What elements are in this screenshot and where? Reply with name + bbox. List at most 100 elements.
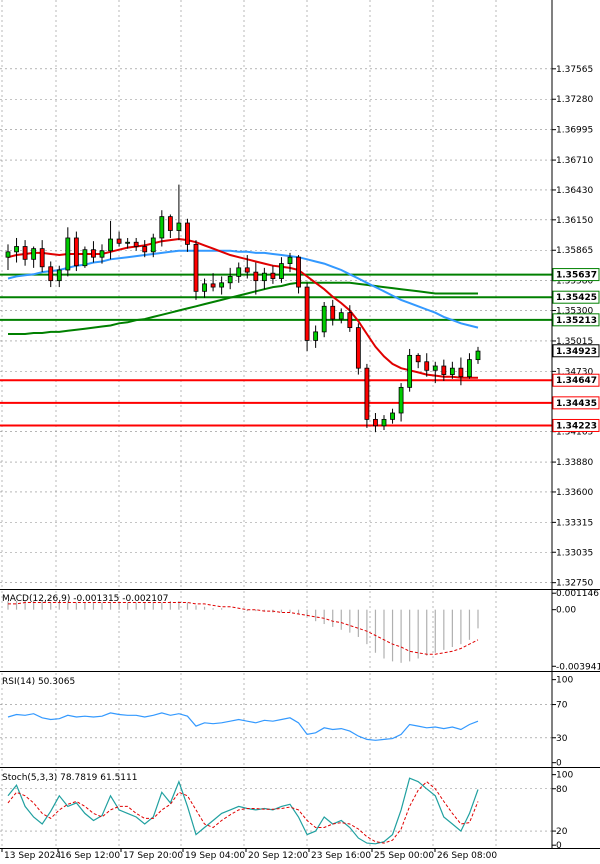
level-label: 1.34435 [556,399,597,409]
candle-body [82,249,88,267]
candle-body [202,283,207,292]
candle-body [31,248,37,260]
candle-body [91,249,96,258]
candle-body [176,222,182,231]
price-tick-label: 1.33035 [556,548,593,558]
time-label: 20 Sep 12:00 [248,851,308,861]
macd-panel [7,601,479,663]
candle-body [458,367,464,378]
stoch-tick-label: 20 [556,827,568,837]
price-tick-label: 1.33315 [556,518,593,528]
candle-body [185,222,190,245]
time-label: 19 Sep 04:00 [185,851,245,861]
candle-body [65,237,71,271]
stoch-label: Stoch(5,3,3) 78.7819 61.5111 [2,773,137,783]
rsi-tick-label: 0 [556,759,562,769]
labels: MACD(12,26,9) -0.001315 -0.002107 RSI(14… [2,594,168,783]
candle-body [398,386,404,414]
stoch-tick-label: 100 [556,771,573,781]
rsi-panel [7,712,479,741]
candle-body [441,365,447,375]
candle-body [373,418,378,427]
price-tick-label: 1.33600 [556,488,593,498]
candle-body [133,241,139,247]
candle-body [99,250,105,258]
macd-tick-label: 0.00 [556,606,576,616]
candle-body [56,269,62,282]
candle-body [108,238,113,252]
price-panel [0,184,552,433]
candle-body [381,418,387,427]
stoch-panel [7,777,479,845]
price-tick-label: 1.37280 [556,95,593,105]
level-label-box [552,373,600,387]
candle-body [432,365,438,371]
candle-body [253,271,259,282]
candle-body [167,216,173,231]
candle-body [424,361,430,371]
macd-signal-line [8,602,479,655]
candle-body [415,354,421,363]
price-tick-label: 1.36430 [556,186,593,196]
candle-body [407,354,413,388]
candle-body [125,241,131,244]
rsi-tick-label: 100 [556,676,573,686]
price-tick-label: 1.36150 [556,216,593,226]
candle-body [467,359,472,378]
level-label-box [552,313,600,327]
price-tick-label: 1.37565 [556,65,593,75]
candle-body [73,237,79,267]
price-tick-label: 1.33880 [556,458,593,468]
price-tick-label: 1.36710 [556,156,593,166]
price-tick-label: 1.35300 [556,307,593,317]
time-label: 16 Sep 12:00 [60,851,120,861]
candle-body [210,283,216,288]
candle-body [39,248,45,268]
price-tick-label: 1.35865 [556,246,593,256]
macd-tick-label: 0.001146 [556,589,599,599]
level-label: 1.34647 [556,376,597,386]
level-label-box [552,290,600,304]
candle-body [279,263,284,279]
ma-green-line [8,281,478,335]
level-label-box [552,396,600,410]
candle-body [330,305,336,320]
candle-body [347,312,353,329]
price-tick-label: 1.34730 [556,367,593,377]
stoch-k-line [7,777,479,845]
candle-body [304,286,310,341]
time-label: 17 Sep 20:00 [123,851,183,861]
rsi-tick-label: 70 [556,701,568,711]
current-price-box [552,344,600,358]
candle-body [313,331,319,341]
candle-body [236,267,242,277]
macd-tick-label: -0.003941 [556,662,600,672]
rsi-label: RSI(14) 50.3065 [2,677,75,687]
candle-body [227,275,233,284]
candle-body [219,282,225,288]
candle-body [261,272,267,282]
rsi-tick-label: 30 [556,734,568,744]
level-label-box [552,418,600,432]
candle-body [475,350,481,361]
current-price-label: 1.34923 [556,347,597,357]
candle-body [321,305,327,333]
candle-body [14,246,19,253]
price-tick-label: 1.35580 [556,277,593,287]
price-tick-label: 1.32750 [556,579,593,589]
candle-body [287,256,293,264]
level-label: 1.35637 [556,271,597,281]
stoch-tick-label: 80 [556,785,568,795]
candle-body [270,272,276,279]
price-tick-label: 1.34165 [556,428,593,438]
time-label: 26 Sep 08:00 [437,851,497,861]
level-label: 1.35425 [556,293,597,303]
candle-body [142,246,148,253]
candle-body [116,238,122,244]
candle-body [390,412,395,420]
stoch-d-line [7,781,479,844]
candle-body [364,367,370,420]
candle-body [355,327,361,369]
